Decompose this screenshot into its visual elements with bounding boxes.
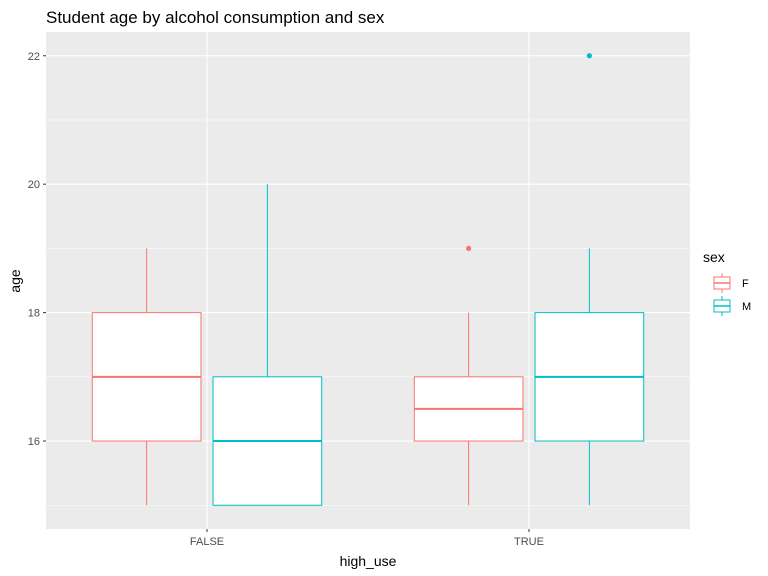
boxplots — [91, 53, 645, 506]
boxplot-M-FALSE — [212, 184, 323, 506]
boxplot-M-TRUE — [534, 53, 645, 506]
chart-title: Student age by alcohol consumption and s… — [46, 8, 385, 27]
legend-key-F — [713, 273, 731, 293]
y-axis-ticks: 16 18 20 22 — [28, 51, 46, 448]
x-tick-label: FALSE — [190, 536, 224, 548]
boxplot-F-TRUE — [413, 245, 524, 506]
legend-title: sex — [703, 249, 725, 265]
legend-key-M — [713, 296, 731, 316]
legend: sex FM — [703, 249, 751, 316]
boxplot-F-FALSE — [91, 248, 202, 506]
x-axis-title: high_use — [340, 553, 397, 569]
legend-label: M — [742, 301, 751, 313]
outlier-point — [586, 53, 592, 59]
y-tick-label: 16 — [28, 436, 40, 448]
y-tick-label: 20 — [28, 179, 40, 191]
y-tick-label: 22 — [28, 51, 40, 63]
x-axis-ticks: FALSE TRUE — [190, 529, 544, 548]
y-tick-label: 18 — [28, 308, 40, 320]
plot-panel — [46, 32, 690, 529]
x-tick-label: TRUE — [514, 536, 544, 548]
y-axis-title: age — [7, 269, 23, 293]
outlier-point — [466, 245, 472, 251]
legend-label: F — [742, 278, 749, 290]
